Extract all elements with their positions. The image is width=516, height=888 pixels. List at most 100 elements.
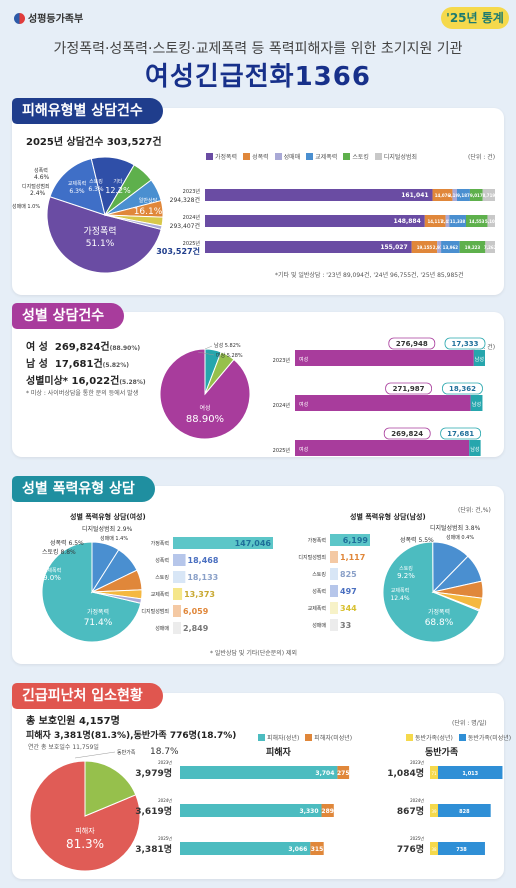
bars4-total-0: 3,979명 bbox=[135, 767, 172, 779]
bars4-minor-val-1: 289 bbox=[321, 808, 334, 815]
pie3f-value-dating: 9.0% bbox=[43, 574, 61, 582]
bars4-fminor-val-1: 828 bbox=[459, 809, 470, 815]
bars2-f-value-2: 269,824 bbox=[391, 430, 423, 438]
pie2-leader-m bbox=[204, 345, 213, 350]
bars3m-cat-0: 가정폭력 bbox=[308, 537, 326, 544]
bars3m-bar-5 bbox=[330, 619, 338, 631]
bars2-m-bubble-0 bbox=[444, 337, 486, 350]
s4-family-legend: 동반가족(성년) 동반가족(미성년) bbox=[400, 733, 511, 742]
bars3f-val-1: 18,468 bbox=[188, 556, 219, 565]
bars4-ftotal-1: 867명 bbox=[397, 805, 424, 817]
pie1-slice-7 bbox=[104, 214, 163, 231]
pie1-label-sv: 성폭력 bbox=[34, 167, 48, 174]
section-1-heading: 피해유형별 상담건수 bbox=[12, 98, 163, 124]
bars3f-bar-4 bbox=[173, 605, 181, 617]
male-type-bars: 가정폭력 6,199 디지털성범죄 1,117 스토킹 825 성폭력 497 교제폭력 344 성… bbox=[298, 534, 370, 631]
bars3m-cat-1: 디지털성범죄 bbox=[298, 554, 326, 561]
bars2-f-value-0: 276,948 bbox=[396, 340, 428, 348]
pie3f-label-sv: 성폭력 6.5% bbox=[50, 539, 84, 547]
pie3f-label-dating: 교제폭력 bbox=[43, 567, 61, 574]
bars1-total-1: 293,407건 bbox=[170, 222, 200, 230]
page-subtitle: 가정폭력·성폭력·스토킹·교제폭력 등 폭력피해자를 위한 초기지원 기관 bbox=[53, 41, 463, 57]
bars4-fminor-0 bbox=[438, 766, 503, 779]
s4-victim-legend-label-0: 피해자(성년) bbox=[267, 735, 300, 742]
bars4-adult-1 bbox=[180, 804, 322, 817]
bars2-f-bubble-0 bbox=[388, 337, 436, 350]
pie1-label-digital: 디지털성범죄 bbox=[22, 183, 50, 190]
bars4-ftotal-0: 1,084명 bbox=[387, 767, 424, 779]
s2-female-line: 여 성 269,824건(88.90%) bbox=[26, 338, 140, 353]
bars4-adult-val-1: 3,330 bbox=[300, 808, 319, 815]
bars3f-val-4: 6,059 bbox=[183, 607, 209, 616]
bars3m-bar-2 bbox=[330, 568, 338, 580]
bars2-m-bubble-2 bbox=[440, 427, 482, 440]
bars4-minor-2 bbox=[310, 842, 324, 855]
ministry-logo: 성평등가족부 bbox=[14, 10, 83, 25]
bars2-m-value-1: 18,362 bbox=[449, 385, 476, 393]
bars1-seg-0-1 bbox=[432, 189, 453, 201]
pie2-label-m: 남성 5.82% bbox=[214, 342, 241, 349]
bars4-fminor-val-2: 738 bbox=[456, 847, 467, 853]
bars1-val-0-1: 14,076 bbox=[435, 193, 451, 198]
legend-label-1: 성폭력 bbox=[252, 154, 269, 161]
bars3m-cat-4: 교제폭력 bbox=[308, 605, 326, 612]
bars2-m-value-2: 17,681 bbox=[447, 430, 474, 438]
bars3m-val-0: 6,199 bbox=[343, 536, 369, 545]
bars4-fadult-val-1: 39 bbox=[431, 809, 437, 814]
bars1-val-2-3: 13,962 bbox=[443, 245, 459, 250]
pie1-slice-1 bbox=[49, 158, 106, 216]
bars4-year-1: 2024년 bbox=[158, 797, 172, 803]
bars1-val-1-1: 14,117 bbox=[427, 219, 443, 224]
bars1-seg-0-3 bbox=[456, 189, 470, 201]
bars3m-val-2: 825 bbox=[340, 570, 357, 579]
bars1-val-2-1: 19,155 bbox=[417, 245, 433, 250]
bars1-year-2: 2025년 bbox=[183, 240, 201, 247]
bars4-fadult-1 bbox=[430, 804, 438, 817]
bars1-val-2-2: 2,913 bbox=[433, 245, 446, 250]
bars4-fyear-2: 2025년 bbox=[410, 835, 424, 841]
bars1-year-0: 2023년 bbox=[183, 188, 201, 195]
legend-swatch-5 bbox=[374, 153, 382, 160]
s1-unit: (단위 : 건) bbox=[468, 154, 496, 161]
bars3f-bar-2 bbox=[173, 571, 186, 583]
s4-family-legend-swatch-0 bbox=[406, 734, 413, 741]
bars4-fyear-1: 2024년 bbox=[410, 797, 424, 803]
s4-victim-title: 피해자 bbox=[266, 748, 291, 758]
bars4-total-2: 3,381명 bbox=[135, 843, 172, 855]
pie1-value-digital: 2.4% bbox=[30, 190, 46, 197]
bars3m-bar-3 bbox=[330, 585, 338, 597]
page-title: 여성긴급전화1366 bbox=[145, 62, 371, 92]
pie3m-slice-5 bbox=[432, 591, 481, 612]
bars3f-val-3: 13,373 bbox=[184, 590, 215, 599]
bars3m-bar-0 bbox=[330, 534, 370, 546]
bars4-minor-0 bbox=[337, 766, 350, 779]
bars2-f-bubble-2 bbox=[383, 427, 431, 440]
bars1-val-0-2: 3,196 bbox=[448, 193, 461, 198]
bars2-male-0 bbox=[473, 350, 485, 366]
bars2-f-bubble-1 bbox=[385, 382, 433, 395]
bars3f-cat-2: 스토킹 bbox=[155, 574, 169, 581]
pie1-label-etc: 일반상담 bbox=[139, 197, 158, 204]
s2-unknown-line: 성별미상* 16,022건(5.28%) bbox=[26, 372, 146, 387]
bars4-year-2: 2025년 bbox=[158, 835, 172, 841]
bars3f-val-5: 2,849 bbox=[183, 624, 209, 633]
bars3m-cat-2: 스토킹 bbox=[312, 571, 326, 578]
bars3m-bar-4 bbox=[330, 602, 338, 614]
legend-swatch-3 bbox=[306, 153, 314, 160]
bars2-year-2: 2025년 bbox=[273, 447, 291, 454]
pie1-label-dv: 가정폭력 bbox=[83, 225, 116, 237]
s2-f-label: 여 성 bbox=[26, 342, 48, 353]
bars1-seg-2-4 bbox=[459, 241, 486, 253]
bars3m-cat-5: 성매매 bbox=[312, 622, 326, 629]
bars2-m-bubble-1 bbox=[442, 382, 483, 395]
pie4-label-v: 피해자 bbox=[75, 826, 95, 835]
bars1-total-0: 294,328건 bbox=[170, 196, 200, 204]
type-pie-chart: 가정폭력51.1%일반상담16.1%기타12.2%스토킹6.3%교제폭력6.3%… bbox=[12, 156, 164, 274]
bars4-adult-0 bbox=[180, 766, 338, 779]
pie4-slice-1 bbox=[84, 760, 137, 817]
pie3f-slice-5 bbox=[91, 591, 143, 604]
pie3m-label-sv: 성폭력 5.5% bbox=[400, 536, 434, 544]
